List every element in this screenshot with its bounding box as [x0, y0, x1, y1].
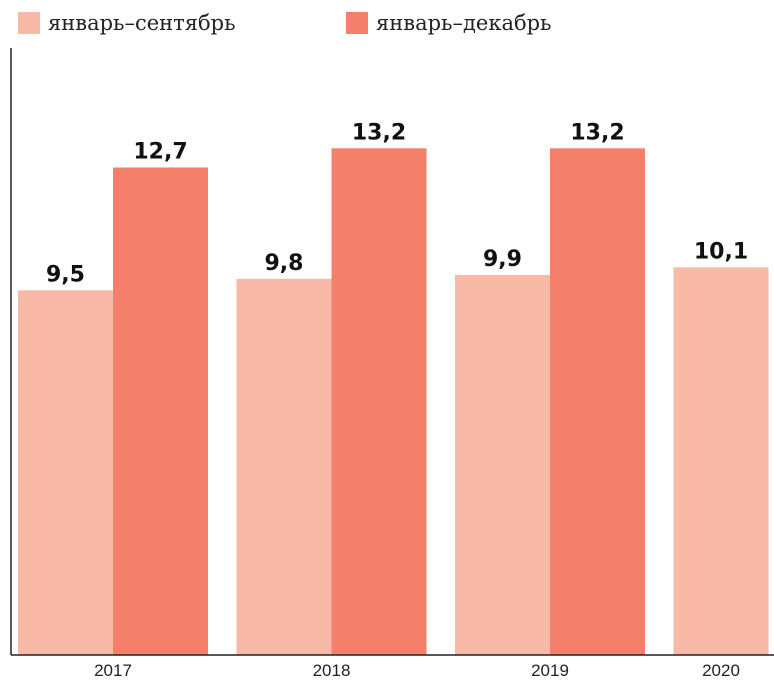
legend-swatch-2: [346, 12, 368, 34]
x-tick-2017: 2017: [94, 661, 132, 680]
data-label-2018-series-1: 9,8: [265, 251, 304, 276]
bar-2018-series-1: [236, 278, 332, 655]
x-tick-2019: 2019: [531, 661, 569, 680]
x-tick-labels: 2017 2018 2019 2020: [94, 661, 740, 680]
bar-2017-series-2: [113, 167, 208, 655]
bars: [18, 148, 769, 655]
legend-label-1: январь–сентябрь: [48, 11, 236, 35]
legend-swatch-1: [18, 12, 40, 34]
bar-2020-series-1: [673, 267, 769, 655]
data-label-2020-series-1: 10,1: [694, 239, 748, 264]
x-tick-2018: 2018: [313, 661, 351, 680]
axes: [10, 48, 774, 656]
bar-2018-series-2: [331, 148, 427, 655]
data-label-2019-series-2: 13,2: [570, 120, 624, 145]
data-label-2017-series-1: 9,5: [46, 262, 85, 287]
bar-2019-series-1: [455, 274, 550, 655]
data-label-2019-series-1: 9,9: [483, 247, 522, 272]
data-labels: 9,5 12,7 9,8 13,2 9,9 13,2 10,1: [46, 120, 748, 287]
data-label-2018-series-2: 13,2: [352, 120, 406, 145]
legend-label-2: январь–декабрь: [376, 11, 552, 35]
x-tick-2020: 2020: [702, 661, 740, 680]
data-label-2017-series-2: 12,7: [133, 139, 187, 164]
bar-2019-series-2: [550, 148, 645, 655]
legend: январь–сентябрь январь–декабрь: [18, 11, 552, 35]
bar-2017-series-1: [18, 290, 113, 655]
